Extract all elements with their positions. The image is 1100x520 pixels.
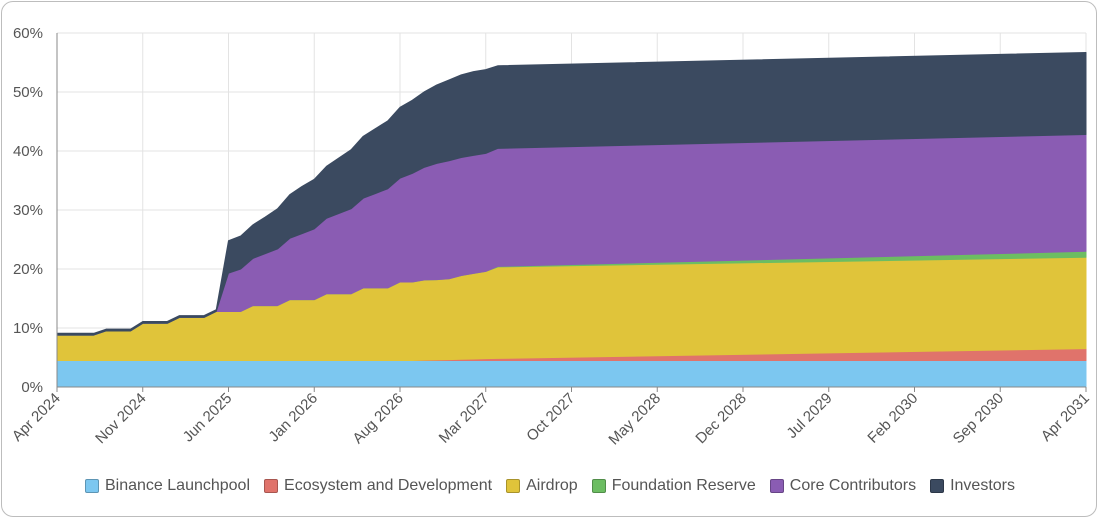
- legend-label: Ecosystem and Development: [284, 477, 493, 494]
- y-tick-label: 20%: [13, 261, 43, 278]
- x-tick-label: Mar 2027: [436, 390, 493, 447]
- x-tick-label: Aug 2026: [349, 390, 406, 447]
- x-tick-label: May 2028: [605, 390, 664, 449]
- x-tick-label: Jan 2026: [265, 390, 321, 446]
- x-tick-label: Sep 2030: [950, 390, 1007, 447]
- legend-label: Foundation Reserve: [611, 477, 756, 494]
- series-area-binance-launchpool: [56, 359, 1087, 388]
- legend-item-core-contributors[interactable]: Core Contributors: [769, 477, 917, 495]
- legend-swatch: [264, 479, 279, 493]
- y-tick-label: 60%: [13, 25, 43, 42]
- y-tick-label: 10%: [13, 320, 43, 337]
- legend-swatch: [769, 479, 784, 493]
- series-area-airdrop: [56, 256, 1087, 361]
- legend-item-binance-launchpool[interactable]: Binance Launchpool: [85, 477, 250, 495]
- legend-item-airdrop[interactable]: Airdrop: [506, 477, 578, 495]
- legend-swatch: [85, 479, 99, 493]
- legend-label: Core Contributors: [789, 477, 917, 494]
- legend-swatch: [506, 479, 521, 493]
- legend-label: Airdrop: [526, 477, 578, 494]
- x-tick-label: Oct 2027: [523, 390, 578, 445]
- legend-item-ecosystem-and-development[interactable]: Ecosystem and Development: [264, 477, 492, 495]
- legend-label: Binance Launchpool: [105, 477, 251, 494]
- legend-swatch: [930, 479, 945, 493]
- x-tick-label: Jul 2029: [783, 390, 835, 442]
- chart-legend: Binance Launchpool Ecosystem and Developm…: [0, 473, 1100, 499]
- x-tick-label: Feb 2030: [864, 390, 921, 447]
- legend-item-foundation-reserve[interactable]: Foundation Reserve: [591, 477, 756, 495]
- x-tick-label: Jun 2025: [180, 390, 236, 446]
- x-tick-label: Nov 2024: [92, 390, 149, 447]
- y-tick-label: 40%: [13, 143, 43, 160]
- x-tick-label: Dec 2028: [692, 390, 749, 447]
- legend-item-investors[interactable]: Investors: [930, 477, 1015, 495]
- legend-swatch: [591, 479, 606, 493]
- y-tick-label: 30%: [13, 202, 43, 219]
- legend-label: Investors: [950, 477, 1015, 494]
- x-tick-label: Apr 2024: [9, 390, 64, 445]
- y-tick-label: 0%: [21, 379, 43, 396]
- y-tick-label: 50%: [13, 84, 43, 101]
- x-tick-label: Apr 2031: [1038, 390, 1093, 445]
- series-area-investors: [56, 51, 1087, 336]
